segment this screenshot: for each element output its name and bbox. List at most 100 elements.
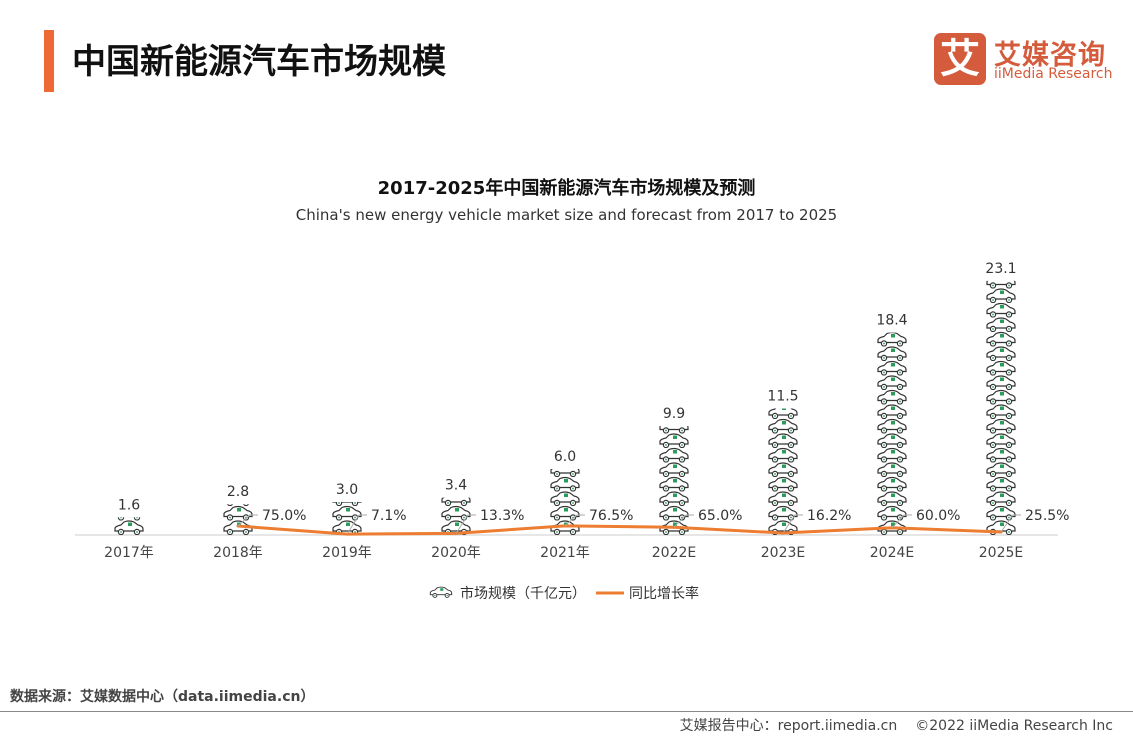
car-charging-icon bbox=[877, 462, 907, 477]
growth-value-label: 75.0% bbox=[262, 508, 306, 524]
label-leader-line bbox=[346, 514, 367, 535]
car-charging-icon bbox=[986, 389, 1016, 405]
bar-value-label: 18.4 bbox=[876, 313, 907, 329]
car-charging-icon bbox=[768, 462, 798, 477]
car-charging-icon bbox=[768, 476, 798, 492]
car-charging-icon bbox=[877, 332, 907, 347]
iimedia-logo: 艾 艾媒咨询 iiMedia Research bbox=[934, 33, 1114, 85]
car-charging-icon bbox=[986, 346, 1016, 361]
x-tick-label: 2020年 bbox=[431, 545, 481, 561]
car-charging-icon bbox=[877, 447, 907, 463]
growth-value-label: 16.2% bbox=[807, 508, 851, 524]
car-charging-icon bbox=[986, 418, 1016, 434]
bar bbox=[877, 332, 907, 535]
bar-value-label: 1.6 bbox=[118, 497, 140, 513]
logo-en-text: iiMedia Research bbox=[994, 66, 1113, 82]
growth-value-label: 76.5% bbox=[589, 508, 633, 524]
x-tick-label: 2018年 bbox=[213, 545, 263, 561]
bar-value-label: 11.5 bbox=[767, 389, 798, 405]
car-charging-icon bbox=[986, 462, 1016, 477]
bar bbox=[986, 280, 1016, 535]
car-charging-icon bbox=[659, 433, 689, 448]
car-charging-icon bbox=[223, 505, 253, 521]
x-tick-label: 2017年 bbox=[104, 545, 154, 561]
label-leader-line bbox=[237, 514, 258, 527]
bar-value-label: 2.8 bbox=[227, 484, 249, 500]
legend-car-icon bbox=[429, 586, 453, 598]
x-tick-label: 2022E bbox=[652, 545, 696, 561]
growth-value-label: 65.0% bbox=[698, 508, 742, 524]
bar-value-label: 23.1 bbox=[985, 261, 1016, 277]
growth-value-label: 7.1% bbox=[371, 508, 407, 524]
car-charging-icon bbox=[986, 404, 1016, 419]
page-title: 中国新能源汽车市场规模 bbox=[72, 42, 446, 82]
car-charging-icon bbox=[550, 505, 580, 521]
bar-value-label: 6.0 bbox=[554, 449, 576, 465]
x-tick-label: 2024E bbox=[870, 545, 914, 561]
car-charging-icon bbox=[768, 433, 798, 448]
car-charging-icon bbox=[659, 505, 689, 521]
car-charging-icon bbox=[768, 418, 798, 434]
car-charging-icon bbox=[877, 404, 907, 419]
car-charging-icon bbox=[877, 346, 907, 361]
title-accent-bar bbox=[44, 30, 54, 92]
car-charging-icon bbox=[986, 360, 1016, 376]
growth-value-label: 25.5% bbox=[1025, 508, 1069, 524]
car-charging-icon bbox=[659, 476, 689, 492]
legend-growth-rate: 同比增长率 bbox=[629, 585, 699, 602]
legend-market-size: 市场规模（千亿元） bbox=[460, 585, 586, 602]
label-leader-line bbox=[891, 514, 912, 529]
car-charging-icon bbox=[986, 331, 1016, 347]
bar-value-label: 9.9 bbox=[663, 406, 685, 422]
label-leader-line bbox=[782, 514, 803, 534]
bar-value-label: 3.4 bbox=[445, 478, 467, 494]
car-charging-icon bbox=[877, 433, 907, 448]
car-charging-icon bbox=[986, 491, 1016, 506]
car-charging-icon bbox=[986, 375, 1016, 390]
bar-value-label: 3.0 bbox=[336, 482, 358, 498]
label-leader-line bbox=[673, 514, 694, 528]
car-charging-icon bbox=[877, 375, 907, 390]
chart-subtitle: China's new energy vehicle market size a… bbox=[295, 206, 838, 224]
growth-line bbox=[237, 524, 1002, 536]
car-charging-icon bbox=[986, 317, 1016, 332]
report-center: 艾媒报告中心：report.iimedia.cn bbox=[679, 718, 898, 734]
car-charging-icon bbox=[114, 520, 144, 535]
footer-divider bbox=[0, 711, 1133, 712]
logo-cn-text: 艾媒咨询 bbox=[994, 40, 1106, 71]
bar bbox=[332, 502, 362, 535]
x-tick-label: 2019年 bbox=[322, 545, 372, 561]
label-leader-line bbox=[564, 514, 585, 527]
car-charging-icon bbox=[877, 360, 907, 376]
car-charging-icon bbox=[768, 491, 798, 506]
label-leader-line bbox=[1000, 514, 1021, 533]
x-tick-label: 2021年 bbox=[540, 545, 590, 561]
growth-value-label: 13.3% bbox=[480, 508, 524, 524]
car-charging-icon bbox=[877, 491, 907, 506]
car-charging-icon bbox=[986, 433, 1016, 448]
bar bbox=[441, 497, 471, 535]
car-charging-icon bbox=[877, 476, 907, 492]
logo-mark: 艾 bbox=[934, 33, 986, 85]
copyright: ©2022 iiMedia Research Inc bbox=[915, 718, 1113, 734]
car-charging-icon bbox=[659, 447, 689, 463]
car-charging-icon bbox=[550, 491, 580, 506]
car-charging-icon bbox=[550, 476, 580, 492]
x-tick-label: 2025E bbox=[979, 545, 1023, 561]
car-charging-icon bbox=[550, 469, 580, 477]
car-charging-icon bbox=[441, 497, 471, 506]
bar bbox=[768, 408, 798, 535]
car-charging-icon bbox=[986, 302, 1016, 318]
x-tick-label: 2023E bbox=[761, 545, 805, 561]
data-source: 数据来源：艾媒数据中心（data.iimedia.cn） bbox=[10, 689, 315, 705]
car-charging-icon bbox=[986, 288, 1016, 303]
legend: 市场规模（千亿元） 同比增长率 bbox=[429, 585, 699, 602]
footer: 艾媒报告中心：report.iimedia.cn ©2022 iiMedia Re… bbox=[662, 715, 1113, 735]
bar bbox=[550, 469, 580, 535]
car-charging-icon bbox=[877, 389, 907, 405]
car-charging-icon bbox=[659, 491, 689, 506]
car-charging-icon bbox=[768, 447, 798, 463]
label-leader-line bbox=[455, 514, 476, 534]
car-charging-icon bbox=[986, 476, 1016, 492]
